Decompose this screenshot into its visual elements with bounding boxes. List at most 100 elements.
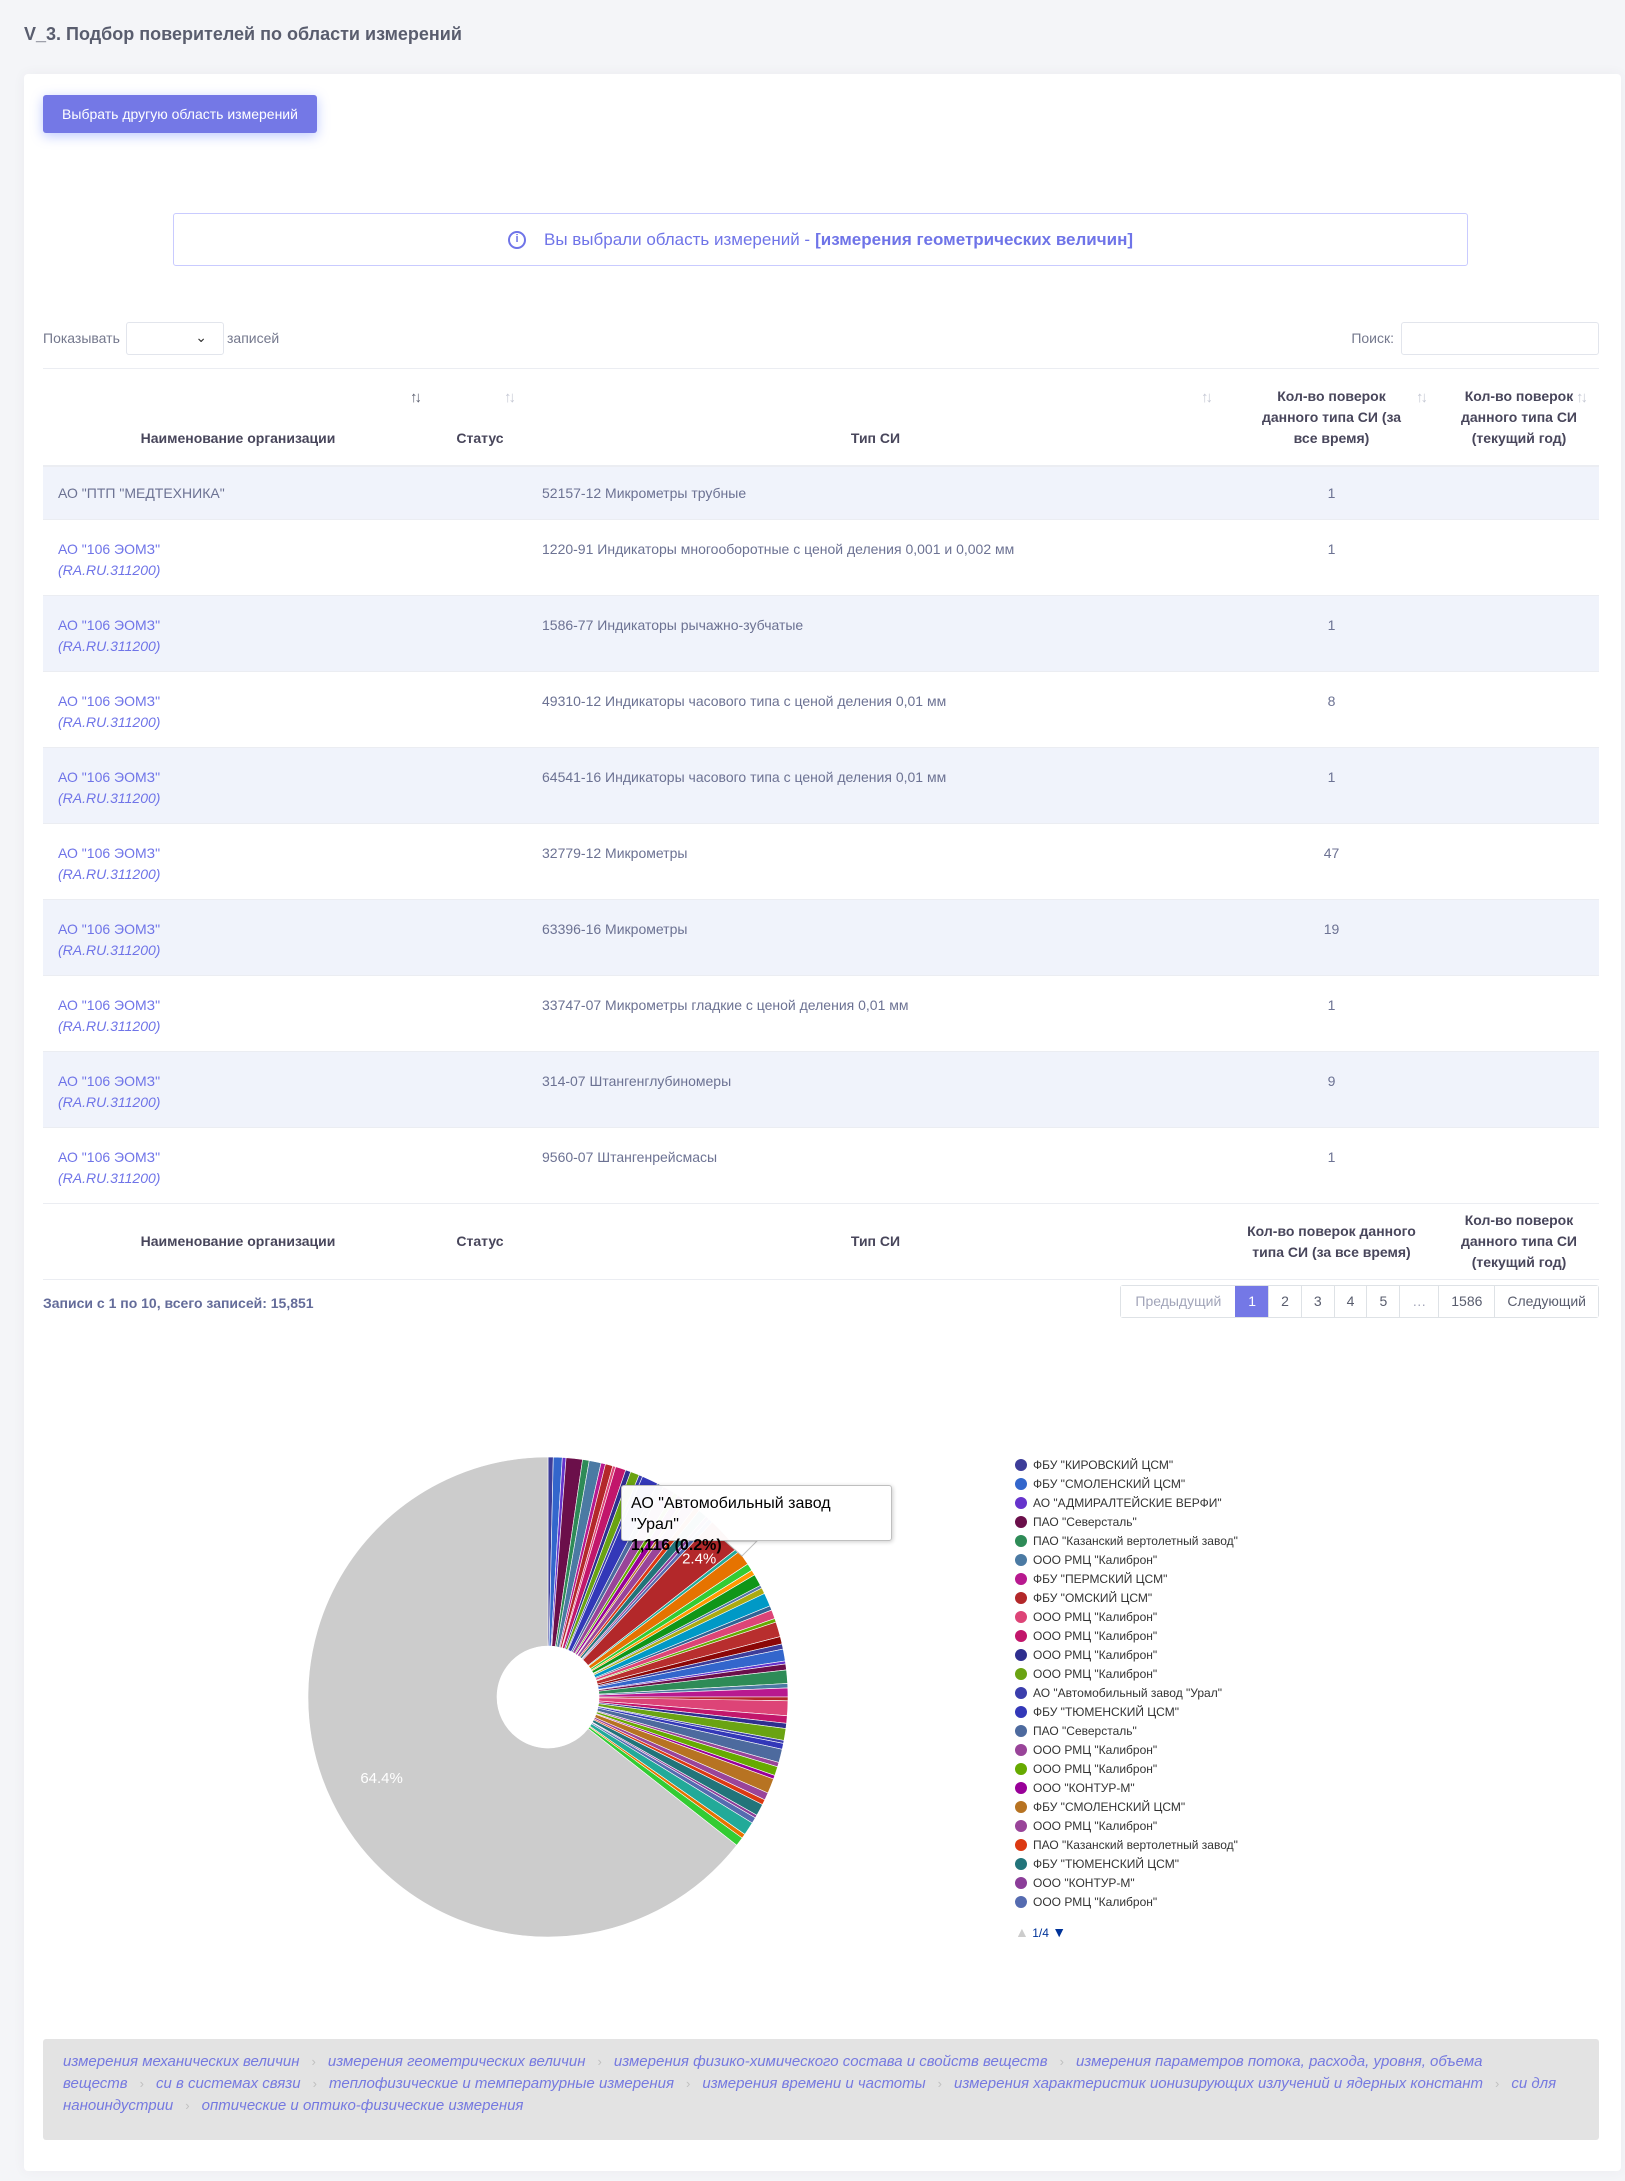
- tag-separator: ›: [185, 2098, 190, 2113]
- org-reg-number[interactable]: (RA.RU.311200): [58, 714, 161, 730]
- page-button[interactable]: 3: [1300, 1286, 1334, 1317]
- legend-item[interactable]: ПАО "Казанский вертолетный завод": [1015, 1836, 1238, 1855]
- legend-item[interactable]: ПАО "Северсталь": [1015, 1513, 1238, 1532]
- legend-item[interactable]: ООО РМЦ "Калиброн": [1015, 1608, 1238, 1627]
- table-row: АО "106 ЭОМЗ" (RA.RU.311200) 9560-07 Штанг…: [43, 1127, 1599, 1204]
- all-time-cell: 1: [1224, 747, 1439, 824]
- legend-swatch: [1015, 1706, 1027, 1718]
- area-tag-link[interactable]: си в системах связи: [155, 2075, 301, 2092]
- area-tag-link[interactable]: измерения времени и частоты: [702, 2075, 926, 2092]
- legend-item[interactable]: ФБУ "СМОЛЕНСКИЙ ЦСМ": [1015, 1475, 1238, 1494]
- area-tag-link[interactable]: теплофизические и температурные измерени…: [328, 2075, 675, 2092]
- prev-page-button[interactable]: Предыдущий: [1121, 1286, 1236, 1317]
- legend-label: ООО РМЦ "Калиброн": [1033, 1553, 1158, 1567]
- legend-item[interactable]: ФБУ "СМОЛЕНСКИЙ ЦСМ": [1015, 1798, 1238, 1817]
- legend-swatch: [1015, 1687, 1027, 1699]
- page-button[interactable]: 1586: [1438, 1286, 1495, 1317]
- org-cell: АО "106 ЭОМЗ" (RA.RU.311200): [43, 519, 433, 596]
- legend-item[interactable]: АО "Автомобильный завод "Урал": [1015, 1684, 1238, 1703]
- current-year-cell: [1439, 519, 1599, 596]
- col-header-all-time[interactable]: Кол-во поверок данного типа СИ (за все в…: [1224, 368, 1439, 467]
- search-input[interactable]: [1401, 322, 1599, 355]
- page-size-select[interactable]: ⌄: [126, 322, 224, 355]
- tag-separator: ›: [139, 2076, 144, 2091]
- col-header-org[interactable]: Наименование организации ↑↓: [43, 368, 433, 467]
- org-name[interactable]: АО "106 ЭОМЗ": [58, 997, 161, 1013]
- legend-item[interactable]: ООО РМЦ "Калиброн": [1015, 1665, 1238, 1684]
- org-name[interactable]: АО "106 ЭОМЗ": [58, 769, 161, 785]
- org-name[interactable]: АО "106 ЭОМЗ": [58, 693, 161, 709]
- legend-item[interactable]: ООО РМЦ "Калиброн": [1015, 1551, 1238, 1570]
- legend-label: ФБУ "ПЕРМСКИЙ ЦСМ": [1033, 1572, 1168, 1586]
- current-year-cell: [1439, 1051, 1599, 1128]
- legend-item[interactable]: ФБУ "ТЮМЕНСКИЙ ЦСМ": [1015, 1855, 1238, 1874]
- foot-status: Статус: [433, 1203, 527, 1280]
- legend-item[interactable]: АО "АДМИРАЛТЕЙСКИЕ ВЕРФИ": [1015, 1494, 1238, 1513]
- tooltip-title: АО "Автомобильный завод "Урал": [631, 1495, 831, 1533]
- legend-item[interactable]: ФБУ "ПЕРМСКИЙ ЦСМ": [1015, 1570, 1238, 1589]
- pie-slice[interactable]: [307, 1456, 738, 1938]
- legend-swatch: [1015, 1630, 1027, 1642]
- current-year-cell: [1439, 747, 1599, 824]
- tag-separator: ›: [312, 2076, 317, 2091]
- area-tag-link[interactable]: оптические и оптико-физические измерения: [201, 2097, 524, 2114]
- area-tag-link[interactable]: си для наноиндустрии: [63, 2075, 1557, 2114]
- org-name[interactable]: АО "106 ЭОМЗ": [58, 1149, 161, 1165]
- tooltip-value: 1,116 (0.2%): [631, 1537, 722, 1554]
- org-name[interactable]: АО "106 ЭОМЗ": [58, 617, 161, 633]
- legend-next-icon[interactable]: ▼: [1052, 1924, 1067, 1940]
- legend-item[interactable]: ФБУ "КИРОВСКИЙ ЦСМ": [1015, 1456, 1238, 1475]
- legend-item[interactable]: ООО "КОНТУР-М": [1015, 1874, 1238, 1893]
- legend-item[interactable]: ПАО "Северсталь": [1015, 1722, 1238, 1741]
- legend-item[interactable]: ООО РМЦ "Калиброн": [1015, 1817, 1238, 1836]
- legend-item[interactable]: ООО РМЦ "Калиброн": [1015, 1646, 1238, 1665]
- legend-item[interactable]: ООО "КОНТУР-М": [1015, 1779, 1238, 1798]
- org-reg-number[interactable]: (RA.RU.311200): [58, 1018, 161, 1034]
- org-name[interactable]: АО "106 ЭОМЗ": [58, 1073, 161, 1089]
- org-reg-number[interactable]: (RA.RU.311200): [58, 942, 161, 958]
- col-header-current-year[interactable]: Кол-во поверок данного типа СИ (текущий …: [1439, 368, 1599, 467]
- legend-item[interactable]: ПАО "Казанский вертолетный завод": [1015, 1532, 1238, 1551]
- all-time-cell: 1: [1224, 1127, 1439, 1204]
- page-button[interactable]: 5: [1366, 1286, 1400, 1317]
- legend-item[interactable]: ООО РМЦ "Калиброн": [1015, 1760, 1238, 1779]
- legend-item[interactable]: ООО РМЦ "Калиброн": [1015, 1893, 1238, 1912]
- org-reg-number[interactable]: (RA.RU.311200): [58, 866, 161, 882]
- legend-item[interactable]: ООО РМЦ "Калиброн": [1015, 1741, 1238, 1760]
- area-tag-link[interactable]: измерения физико-химического состава и с…: [613, 2053, 1048, 2070]
- status-cell: [433, 823, 527, 900]
- legend-label: ООО РМЦ "Калиброн": [1033, 1743, 1158, 1757]
- legend-label: ПАО "Казанский вертолетный завод": [1033, 1838, 1238, 1852]
- page-button[interactable]: 4: [1333, 1286, 1367, 1317]
- area-tag-link[interactable]: измерения параметров потока, расхода, ур…: [63, 2053, 1483, 2092]
- org-reg-number[interactable]: (RA.RU.311200): [58, 1094, 161, 1110]
- legend-label: ООО РМЦ "Калиброн": [1033, 1648, 1158, 1662]
- legend-item[interactable]: ФБУ "ТЮМЕНСКИЙ ЦСМ": [1015, 1703, 1238, 1722]
- current-year-cell: [1439, 465, 1599, 520]
- org-reg-number[interactable]: (RA.RU.311200): [58, 562, 161, 578]
- col-header-status[interactable]: Статус ↑↓: [433, 368, 527, 467]
- legend-item[interactable]: ООО РМЦ "Калиброн": [1015, 1627, 1238, 1646]
- col-header-type[interactable]: Тип СИ ↑↓: [527, 368, 1224, 467]
- org-reg-number[interactable]: (RA.RU.311200): [58, 1170, 161, 1186]
- legend-swatch: [1015, 1554, 1027, 1566]
- org-reg-number[interactable]: (RA.RU.311200): [58, 638, 161, 654]
- area-tag-link[interactable]: измерения характеристик ионизирующих изл…: [954, 2075, 1483, 2092]
- area-tag-link[interactable]: измерения механических величин: [63, 2053, 300, 2070]
- page-button[interactable]: 1: [1235, 1286, 1269, 1317]
- org-name[interactable]: АО "106 ЭОМЗ": [58, 921, 161, 937]
- org-name[interactable]: АО "106 ЭОМЗ": [58, 845, 161, 861]
- legend-item[interactable]: ФБУ "ОМСКИЙ ЦСМ": [1015, 1589, 1238, 1608]
- org-reg-number[interactable]: (RA.RU.311200): [58, 790, 161, 806]
- legend-swatch: [1015, 1858, 1027, 1870]
- org-cell: АО "106 ЭОМЗ" (RA.RU.311200): [43, 899, 433, 976]
- page-button[interactable]: 2: [1268, 1286, 1301, 1317]
- org-name[interactable]: АО "106 ЭОМЗ": [58, 541, 161, 557]
- all-time-cell: 1: [1224, 595, 1439, 672]
- next-page-button[interactable]: Следующий: [1494, 1286, 1598, 1317]
- area-tag-link[interactable]: измерения геометрических величин: [327, 2053, 586, 2070]
- change-area-button[interactable]: Выбрать другую область измерений: [43, 95, 317, 133]
- legend-prev-icon[interactable]: ▲: [1015, 1924, 1029, 1940]
- pagination: Предыдущий 1 2 3 4 5 … 1586 Следующий: [1120, 1285, 1599, 1318]
- all-time-cell: 1: [1224, 975, 1439, 1052]
